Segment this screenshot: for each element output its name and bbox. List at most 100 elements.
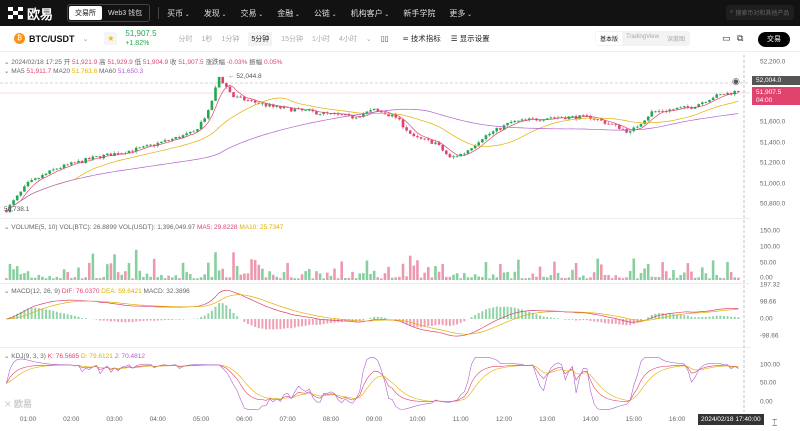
vol-ma10: MA10: 25.7347: [239, 224, 284, 231]
macd-histogram-bar: [254, 319, 257, 327]
candle-body: [181, 135, 185, 139]
menu-academy[interactable]: 新手学院: [403, 8, 436, 18]
macd-tick: -98.66: [760, 332, 779, 340]
volume-bar: [124, 271, 127, 280]
macd-histogram-bar: [589, 319, 592, 321]
menu-more[interactable]: 更多: [449, 8, 472, 19]
volume-bar: [257, 264, 261, 280]
macd-histogram-bar: [557, 318, 560, 319]
macd-histogram-bar: [614, 319, 617, 324]
menu-buy[interactable]: 买币: [167, 8, 190, 19]
candle-body: [44, 173, 48, 175]
macd-histogram-bar: [495, 306, 498, 319]
candle-body: [362, 113, 365, 117]
macd-histogram-bar: [636, 319, 639, 323]
candle-body: [152, 144, 156, 146]
axis-scale-icon[interactable]: ⌶: [772, 417, 778, 428]
tab-tradingview[interactable]: TradingView: [625, 34, 659, 40]
candle-body: [351, 114, 354, 119]
candle-body: [127, 150, 131, 154]
macd-histogram-bar: [304, 319, 307, 326]
candle-body: [488, 133, 491, 136]
candle-body: [232, 92, 235, 98]
macd-label: MACD(12, 26, 9): [11, 288, 61, 295]
trade-button[interactable]: 交易: [758, 32, 790, 47]
interval-1s[interactable]: 1秒: [201, 35, 213, 43]
candle-body: [91, 156, 95, 160]
volume-bar: [437, 271, 441, 280]
crosshair-time-label: 2024/02/18 17:40:00: [698, 414, 764, 425]
interval-5m[interactable]: 5分钟: [248, 31, 273, 46]
candle-body: [455, 156, 459, 158]
volume-bar: [178, 278, 181, 280]
logo[interactable]: 欧易: [8, 4, 53, 23]
tab-exchange[interactable]: 交易所: [69, 6, 103, 20]
candle-body: [690, 107, 693, 109]
tab-web3-wallet[interactable]: Web3 钱包: [108, 10, 143, 17]
macd-histogram-bar: [153, 319, 156, 321]
macd-histogram-bar: [268, 319, 271, 330]
volume-bar: [416, 260, 419, 280]
interval-1m[interactable]: 1分钟: [221, 35, 240, 43]
interval-15m[interactable]: 15分钟: [281, 35, 304, 43]
volume-bar: [484, 262, 488, 280]
menu-chain[interactable]: 公链: [314, 8, 337, 19]
interval-1h[interactable]: 1小时: [312, 35, 330, 43]
candle-body: [700, 102, 704, 105]
volume-bar: [113, 254, 116, 280]
macd-histogram-bar: [12, 315, 15, 319]
candle-body: [106, 153, 109, 155]
volume-bar: [26, 271, 30, 280]
macd-histogram-bar: [517, 308, 520, 319]
menu-discover[interactable]: 发现: [204, 8, 227, 19]
candle-body: [210, 100, 214, 111]
candle-body: [459, 153, 462, 157]
search-input[interactable]: ⌕ 搜索币对和其他产品: [726, 5, 794, 20]
volume-bar: [279, 278, 282, 280]
fullscreen-icon[interactable]: ▭: [722, 33, 731, 43]
locate-icon[interactable]: ◉: [732, 76, 740, 86]
interval-4h[interactable]: 4小时: [338, 35, 357, 43]
volume-bar: [37, 274, 41, 280]
volume-bar: [729, 272, 733, 280]
macd-histogram-bar: [611, 319, 614, 324]
time-tick: 01:00: [19, 416, 37, 423]
candle-body: [113, 153, 116, 156]
interval-line[interactable]: 分时: [178, 35, 193, 43]
candle-type-icon[interactable]: ▯▯: [380, 35, 389, 43]
time-tick: 05:00: [192, 416, 210, 423]
indicators-button[interactable]: ≂ 技术指标: [402, 33, 440, 44]
more-intervals-chevron-icon[interactable]: ⌄: [365, 35, 372, 43]
candle-body: [729, 92, 733, 95]
price-tick: 51,000.0: [760, 180, 786, 188]
candle-body: [398, 117, 401, 120]
tab-basic[interactable]: 基本版: [595, 32, 622, 45]
candle-body: [358, 116, 362, 118]
candlestick-chart[interactable]: [0, 0, 750, 412]
volume-bar: [15, 266, 19, 280]
candle-body: [102, 154, 106, 159]
macd-histogram-bar: [510, 307, 513, 319]
macd-histogram-bar: [474, 315, 477, 319]
macd-histogram-bar: [311, 319, 314, 325]
time-tick: 11:00: [452, 416, 469, 423]
chevron-down-icon[interactable]: ⌄: [82, 35, 89, 43]
candle-body: [264, 103, 268, 107]
candle-body: [5, 210, 8, 213]
screenshot-icon[interactable]: ⧉: [737, 33, 744, 43]
close-label: 收: [170, 59, 177, 66]
volume-bar: [167, 275, 170, 280]
macd-histogram-bar: [73, 316, 76, 319]
menu-trade[interactable]: 交易: [241, 8, 264, 19]
candle-body: [66, 164, 69, 166]
menu-finance[interactable]: 金融: [277, 8, 300, 19]
macd-histogram-bar: [376, 316, 379, 319]
tab-depth[interactable]: 深度图: [666, 37, 685, 43]
volume-bar: [664, 271, 668, 280]
pair-selector[interactable]: BTC/USDT: [29, 33, 75, 44]
favorite-star-icon[interactable]: ★: [104, 32, 118, 45]
menu-institutional[interactable]: 机构客户: [351, 8, 390, 19]
candle-body: [26, 181, 30, 187]
macd-histogram-bar: [326, 319, 329, 324]
display-settings-button[interactable]: ☰ 显示设置: [451, 33, 490, 44]
